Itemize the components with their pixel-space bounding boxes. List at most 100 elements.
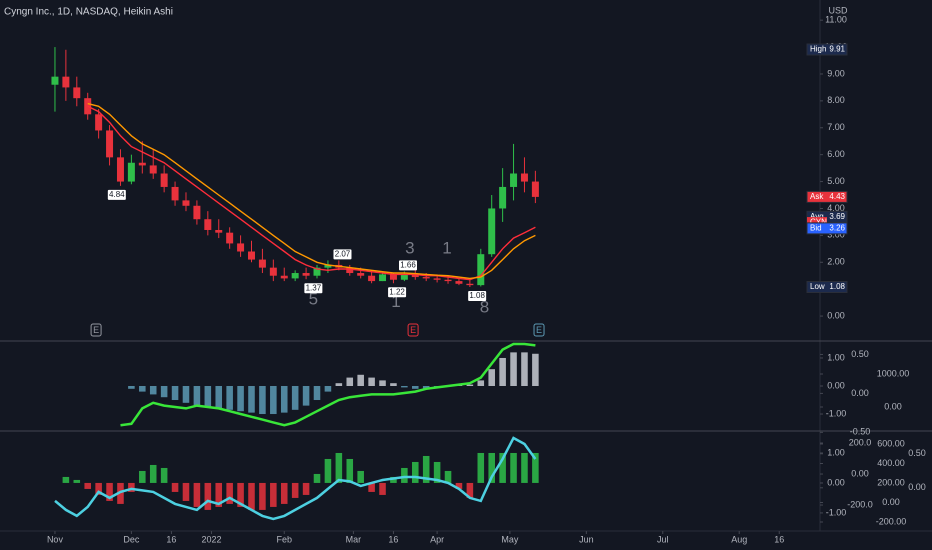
- histogram-bar: [128, 386, 135, 389]
- count-label: 5: [309, 289, 318, 308]
- price-label-value: 1.08: [829, 282, 845, 291]
- candle-body: [171, 186, 179, 201]
- histogram-bar: [368, 377, 375, 386]
- price-label-name: Bid: [810, 223, 822, 232]
- price-marker-box: [107, 189, 126, 200]
- y-tick-label: 11.00: [825, 15, 847, 25]
- y-tick-label: 0.00: [908, 482, 926, 492]
- price-label-name: CYN: [810, 218, 827, 227]
- line: [87, 102, 536, 280]
- price-label-value: 3.26: [829, 223, 845, 232]
- y-tick-label: -200.0: [847, 499, 873, 509]
- price-marker-label: 2.07: [335, 249, 351, 258]
- histogram-bar: [280, 386, 288, 413]
- price-marker-box: [468, 291, 487, 302]
- histogram-bar: [193, 386, 201, 406]
- histogram-bar: [313, 473, 321, 483]
- event-label: E: [410, 325, 416, 335]
- y-tick-label: 0.00: [827, 380, 845, 390]
- candle-body: [204, 219, 212, 230]
- histogram-bar: [139, 470, 146, 483]
- candle-body: [51, 76, 59, 85]
- histogram-bar: [291, 386, 299, 410]
- y-tick-label: -200.00: [876, 516, 907, 526]
- histogram-bar: [335, 383, 343, 386]
- y-tick-label: -1.00: [826, 507, 847, 517]
- y-tick-label: 0.00: [884, 401, 902, 411]
- price-label-box: [806, 43, 848, 56]
- histogram-bar: [401, 467, 408, 483]
- price-marker-box: [398, 260, 417, 271]
- histogram-bar: [313, 386, 321, 401]
- x-tick-label: Jul: [657, 534, 669, 544]
- histogram-bar: [248, 386, 255, 413]
- histogram-bar: [62, 476, 70, 483]
- histogram-bar: [488, 369, 495, 386]
- histogram-bar: [270, 482, 277, 507]
- histogram-bar: [488, 452, 495, 483]
- y-tick-label: 0.00: [827, 310, 845, 320]
- x-tick-label: Nov: [47, 534, 64, 544]
- y-tick-label: 8.00: [827, 95, 845, 105]
- y-tick-label: -1.00: [826, 408, 847, 418]
- histogram-bar: [532, 452, 539, 483]
- price-label-box: [806, 190, 848, 203]
- count-label: 1: [442, 238, 451, 257]
- candle-body: [215, 229, 223, 233]
- candle-body: [422, 277, 430, 279]
- histogram-bar: [422, 455, 430, 483]
- histogram-bar: [215, 386, 223, 409]
- histogram-bar: [510, 352, 517, 386]
- count-label: 1: [391, 292, 400, 311]
- x-tick-label: 16: [388, 534, 398, 544]
- histogram-bar: [390, 383, 397, 386]
- histogram-bar: [73, 479, 81, 483]
- event-marker: [407, 323, 419, 337]
- y-tick-label: 7.00: [827, 122, 845, 132]
- y-tick-label: 0.00: [882, 497, 900, 507]
- price-label-box: [806, 281, 848, 294]
- count-label: 3: [405, 238, 414, 257]
- candle-body: [62, 76, 70, 88]
- candle-body: [400, 274, 408, 280]
- candle-body: [302, 273, 310, 276]
- y-tick-label: 4.00: [827, 203, 845, 213]
- histogram-bar: [248, 482, 255, 510]
- line: [120, 342, 536, 427]
- candle-body: [248, 251, 255, 260]
- histogram-bar: [379, 380, 386, 386]
- candle-body: [127, 162, 135, 182]
- histogram-bar: [160, 386, 168, 398]
- y-tick-label: 1.00: [827, 352, 845, 362]
- histogram-bar: [477, 452, 485, 483]
- histogram-bar: [171, 482, 179, 492]
- y-tick-label: 6.00: [827, 149, 845, 159]
- candle-body: [291, 273, 299, 279]
- candle-body: [138, 162, 146, 166]
- price-label-value: 3.69: [829, 212, 845, 221]
- price-label-value: 4.43: [829, 192, 845, 201]
- y-tick-label: 1.00: [827, 447, 845, 457]
- y-tick-label: 9.00: [827, 68, 845, 78]
- candle-body: [499, 186, 507, 209]
- line: [87, 105, 536, 281]
- x-tick-label: Apr: [430, 534, 444, 544]
- price-marker-label: 1.37: [306, 283, 322, 292]
- histogram-bar: [128, 482, 135, 492]
- price-label-name: Ask: [810, 192, 824, 201]
- histogram-bar: [193, 482, 201, 507]
- x-tick-label: 2022: [201, 534, 221, 544]
- candle-body: [226, 232, 234, 244]
- histogram-bar: [117, 482, 124, 504]
- y-tick-label: 600.00: [877, 438, 905, 448]
- histogram-bar: [95, 482, 102, 495]
- histogram-bar: [302, 386, 310, 406]
- candle-body: [411, 274, 419, 278]
- price-label-name: High: [810, 45, 826, 54]
- histogram-bar: [335, 452, 343, 483]
- price-marker-label: 1.22: [389, 287, 405, 296]
- candle-body: [116, 157, 124, 182]
- histogram-bar: [204, 482, 212, 510]
- histogram-bar: [510, 452, 517, 483]
